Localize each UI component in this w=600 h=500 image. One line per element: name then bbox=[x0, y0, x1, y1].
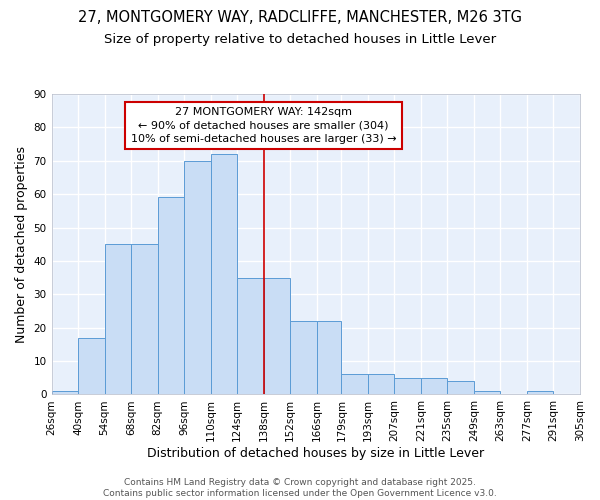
Bar bbox=[368, 374, 394, 394]
Bar bbox=[527, 391, 553, 394]
Bar bbox=[237, 278, 263, 394]
Bar bbox=[131, 244, 158, 394]
Bar bbox=[341, 374, 368, 394]
Text: 27 MONTGOMERY WAY: 142sqm
← 90% of detached houses are smaller (304)
10% of semi: 27 MONTGOMERY WAY: 142sqm ← 90% of detac… bbox=[131, 108, 397, 144]
Bar bbox=[290, 321, 317, 394]
Bar bbox=[421, 378, 448, 394]
Text: Contains HM Land Registry data © Crown copyright and database right 2025.
Contai: Contains HM Land Registry data © Crown c… bbox=[103, 478, 497, 498]
Y-axis label: Number of detached properties: Number of detached properties bbox=[15, 146, 28, 342]
Bar bbox=[184, 161, 211, 394]
X-axis label: Distribution of detached houses by size in Little Lever: Distribution of detached houses by size … bbox=[147, 447, 484, 460]
Bar bbox=[78, 338, 104, 394]
Bar bbox=[52, 391, 78, 394]
Bar bbox=[394, 378, 421, 394]
Bar bbox=[448, 381, 474, 394]
Bar bbox=[158, 198, 184, 394]
Text: Size of property relative to detached houses in Little Lever: Size of property relative to detached ho… bbox=[104, 32, 496, 46]
Bar bbox=[211, 154, 237, 394]
Bar bbox=[474, 391, 500, 394]
Text: 27, MONTGOMERY WAY, RADCLIFFE, MANCHESTER, M26 3TG: 27, MONTGOMERY WAY, RADCLIFFE, MANCHESTE… bbox=[78, 10, 522, 25]
Bar bbox=[104, 244, 131, 394]
Bar bbox=[317, 321, 341, 394]
Bar bbox=[263, 278, 290, 394]
